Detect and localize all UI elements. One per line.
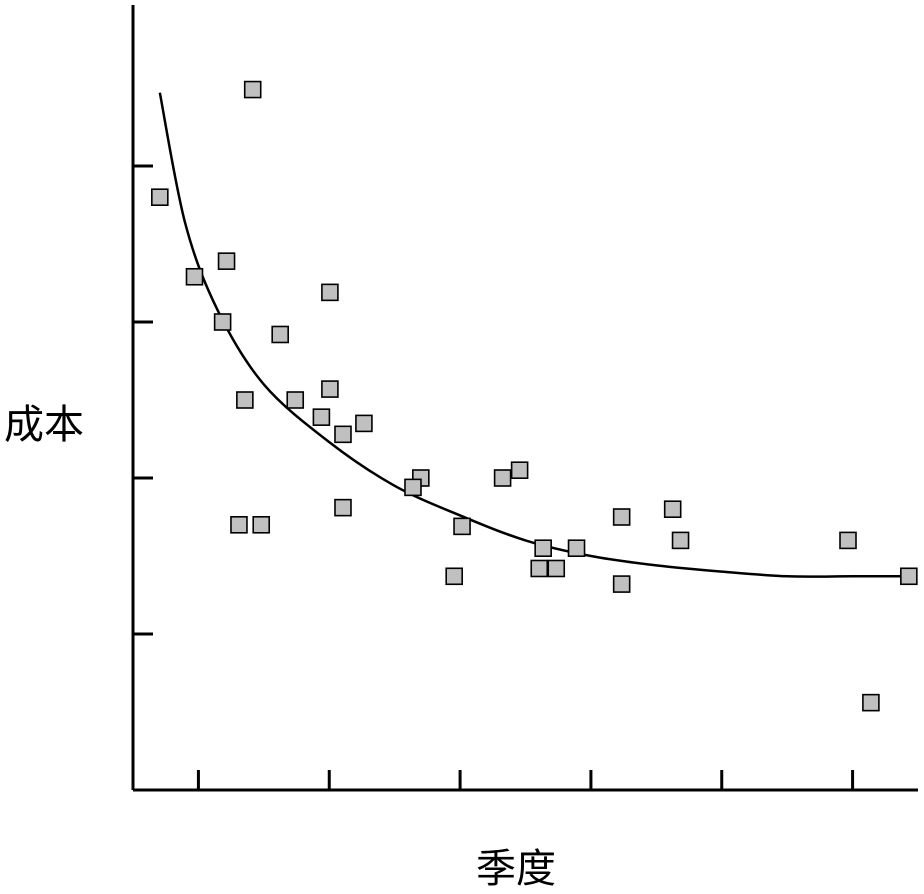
data-point <box>453 517 471 536</box>
data-point <box>321 380 339 398</box>
data-point <box>900 567 918 586</box>
data-point <box>663 500 682 519</box>
data-point <box>445 567 463 586</box>
data-point <box>151 188 169 206</box>
data-point <box>213 313 232 331</box>
data-point <box>839 531 857 550</box>
data-point <box>612 508 631 526</box>
x-axis-label: 季度 <box>476 846 556 892</box>
data-point <box>230 515 248 534</box>
data-point <box>236 391 254 409</box>
data-point <box>243 80 262 99</box>
data-point <box>404 478 422 497</box>
data-point <box>334 425 352 444</box>
data-point <box>534 539 552 558</box>
data-point <box>612 575 631 593</box>
data-point <box>217 252 236 270</box>
data-point <box>862 693 880 712</box>
data-point <box>321 283 339 302</box>
data-point <box>493 469 512 487</box>
data-point <box>271 325 289 344</box>
y-axis-label: 成本 <box>4 402 84 448</box>
data-point <box>334 498 352 517</box>
data-point <box>547 559 566 578</box>
data-point <box>286 391 305 409</box>
data-point <box>355 414 373 433</box>
axes <box>131 5 918 792</box>
data-point <box>567 539 586 558</box>
data-point <box>671 531 690 550</box>
data-point <box>252 515 271 534</box>
data-point <box>530 559 549 578</box>
data-point <box>185 267 204 286</box>
data-points-layer <box>151 80 918 712</box>
data-point <box>312 408 331 426</box>
data-point <box>510 461 529 480</box>
